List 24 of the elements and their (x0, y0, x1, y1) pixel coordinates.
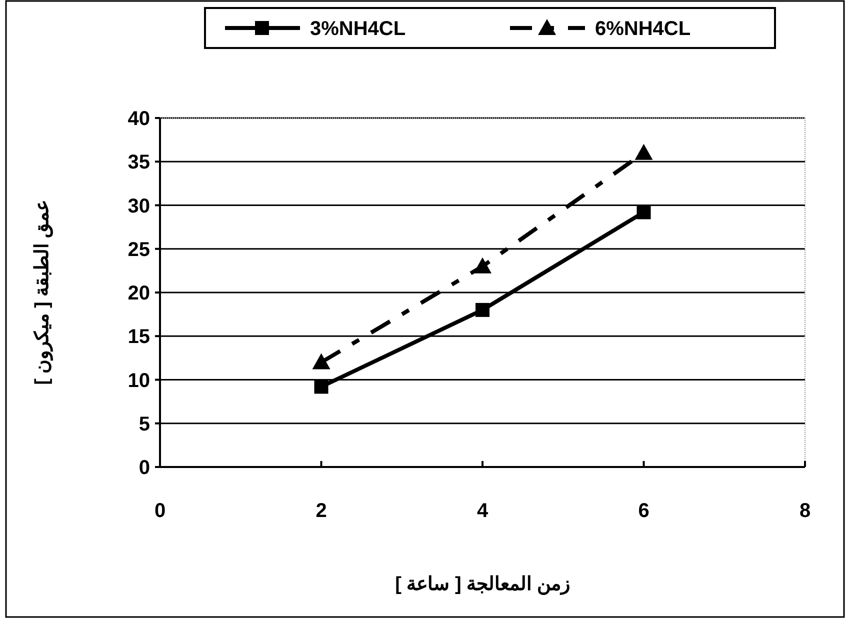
y-tick-label: 40 (128, 108, 150, 130)
y-tick-label: 20 (128, 282, 150, 304)
y-tick-label: 10 (128, 370, 150, 392)
y-tick-label: 25 (128, 238, 150, 261)
y-tick-label: 5 (138, 413, 150, 436)
point (314, 380, 328, 394)
point (312, 353, 330, 370)
y-tick-label: 15 (128, 326, 150, 348)
x-tick-label: 0 (154, 500, 166, 522)
point (474, 257, 492, 274)
x-tick-label: 6 (638, 500, 650, 522)
point (634, 144, 653, 160)
x-axis-title: زمن المعالجة [ ساعة ] (395, 574, 570, 595)
point (636, 205, 651, 220)
y-tick-label: 35 (128, 152, 150, 174)
x-tick-label: 2 (316, 500, 327, 522)
x-tick-label: 4 (476, 500, 489, 522)
legend-label: 6%NH4CL (595, 18, 691, 40)
legend-label: 3%NH4CL (310, 18, 406, 40)
x-tick-label: 8 (799, 500, 811, 522)
point (476, 302, 490, 317)
y-tick-label: 0 (138, 457, 150, 479)
y-axis-title: عمق الطبقة [ ميكرون ] (32, 200, 53, 385)
y-tick-label: 30 (128, 195, 150, 218)
